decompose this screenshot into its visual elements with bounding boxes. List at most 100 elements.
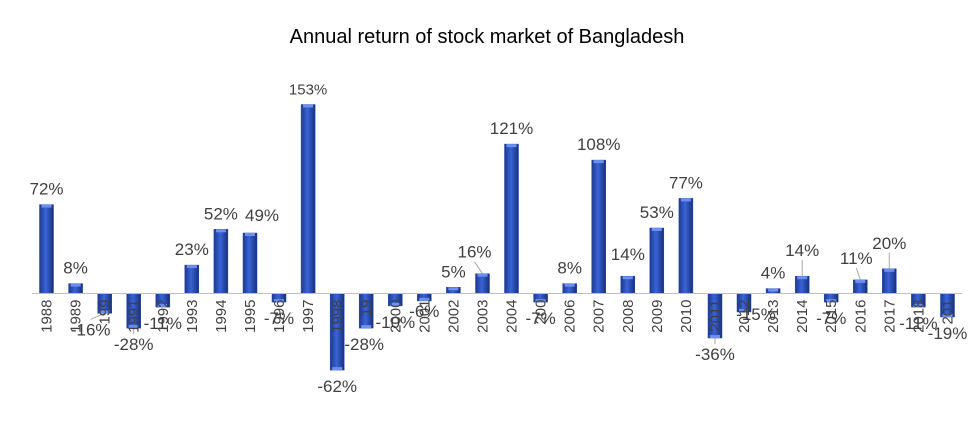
bar-cap-1992 bbox=[157, 304, 168, 308]
data-label: 72% bbox=[29, 180, 63, 199]
x-tick-label: 2014 bbox=[794, 300, 811, 333]
bar-cap-2018 bbox=[913, 304, 924, 308]
chart-title: Annual return of stock market of Banglad… bbox=[289, 26, 685, 48]
x-tick-label: 200 bbox=[533, 300, 550, 325]
data-label: 49% bbox=[245, 206, 279, 225]
x-tick-label: 1988 bbox=[39, 300, 56, 333]
bar-cap-2003 bbox=[477, 273, 488, 277]
bar-cap-1990 bbox=[99, 310, 110, 314]
bar-cap-1999 bbox=[361, 325, 372, 329]
data-label: 8% bbox=[557, 259, 582, 278]
bar-cap-1991 bbox=[128, 325, 139, 329]
x-tick-label: 1992 bbox=[155, 300, 172, 333]
x-tick-label: 2018 bbox=[910, 300, 927, 333]
data-label: 8% bbox=[63, 259, 88, 278]
x-tick-label: 1989 bbox=[68, 300, 85, 333]
bar-cap-2006 bbox=[564, 283, 575, 287]
data-label: -7% bbox=[264, 309, 294, 328]
bar-1993 bbox=[184, 264, 200, 294]
x-tick-label: 2013 bbox=[765, 300, 782, 333]
bar-cap-1995 bbox=[245, 233, 255, 236]
data-label: 52% bbox=[204, 204, 238, 223]
data-label: 11% bbox=[840, 249, 873, 268]
x-tick-label: 2008 bbox=[620, 300, 637, 333]
data-label: -7% bbox=[816, 309, 846, 328]
x-tick-label: 2017 bbox=[881, 300, 898, 333]
data-label: -11% bbox=[899, 314, 937, 333]
x-tick-label: 199 bbox=[97, 300, 114, 325]
leader-line bbox=[90, 312, 105, 320]
x-tick-label: 2015 bbox=[823, 300, 840, 333]
bar-1994 bbox=[213, 229, 229, 294]
x-tick-label: 1993 bbox=[184, 300, 201, 333]
x-tick-label: 1991 bbox=[126, 300, 143, 333]
data-label: -15% bbox=[736, 305, 776, 324]
x-tick-label: 2001 bbox=[416, 300, 433, 333]
x-tick-label: 201 bbox=[940, 300, 957, 325]
bar-1995 bbox=[242, 232, 258, 294]
data-label: -19% bbox=[928, 324, 968, 343]
x-tick-label: 19 bbox=[358, 300, 375, 317]
x-tick-label: 2012 bbox=[736, 300, 753, 333]
bar-1997 bbox=[300, 104, 316, 294]
bar-cap-2004 bbox=[506, 144, 517, 148]
bar-cap-1994 bbox=[215, 229, 226, 233]
bar-cap-1989 bbox=[70, 283, 81, 287]
x-tick-label: 1996 bbox=[271, 300, 288, 333]
data-label: 20% bbox=[872, 234, 906, 253]
leader-line bbox=[474, 261, 483, 274]
data-label: 108% bbox=[577, 135, 620, 154]
bar-2007 bbox=[591, 159, 606, 294]
data-label: -28% bbox=[344, 335, 384, 354]
bar-cap-2009 bbox=[651, 228, 662, 231]
x-tick-label: 1994 bbox=[213, 300, 230, 333]
bar-2004 bbox=[504, 143, 519, 294]
data-label: 53% bbox=[640, 203, 674, 222]
x-tick-label: 2003 bbox=[475, 300, 492, 333]
leader-line bbox=[855, 267, 861, 281]
bar-cap-1996 bbox=[274, 299, 284, 303]
x-tick-label: 2006 bbox=[562, 300, 579, 333]
bar-cap-2001 bbox=[419, 297, 430, 301]
data-label: -11% bbox=[144, 314, 182, 333]
bar-cap-2010 bbox=[680, 198, 691, 202]
data-label: -6% bbox=[409, 302, 439, 321]
data-label: 23% bbox=[175, 240, 209, 259]
data-label: 16% bbox=[457, 243, 491, 262]
bar-1988 bbox=[39, 204, 54, 294]
data-label: -28% bbox=[114, 335, 154, 354]
data-label: -62% bbox=[317, 377, 357, 396]
x-tick-label: 1995 bbox=[242, 300, 259, 333]
data-label: 14% bbox=[611, 245, 645, 264]
x-tick-label: 2007 bbox=[591, 300, 608, 333]
bar-cap-2007 bbox=[593, 160, 604, 164]
data-label: 5% bbox=[441, 262, 466, 281]
bar-cap-2011 bbox=[710, 335, 720, 338]
bar-2009 bbox=[649, 227, 665, 294]
bar-cap-2005 bbox=[535, 299, 546, 303]
bar-2017 bbox=[882, 268, 897, 294]
x-tick-label: 1998 bbox=[329, 300, 346, 333]
bar-cap-2013 bbox=[768, 288, 779, 292]
bar-cap-1988 bbox=[41, 204, 52, 208]
bar-cap-2000 bbox=[390, 302, 401, 306]
bar-cap-1997 bbox=[303, 104, 314, 108]
bar-2010 bbox=[678, 198, 694, 294]
x-tick-label: 2004 bbox=[504, 300, 521, 333]
x-tick-label: 2010 bbox=[678, 300, 695, 333]
data-label: 77% bbox=[669, 173, 703, 192]
bar-cap-1993 bbox=[186, 265, 197, 269]
bar-cap-2016 bbox=[855, 279, 866, 283]
x-tick-label: 2011 bbox=[707, 300, 724, 332]
bar-cap-2019 bbox=[942, 314, 953, 317]
data-label: -36% bbox=[695, 345, 735, 364]
data-label: 153% bbox=[289, 82, 327, 99]
data-label: 4% bbox=[761, 264, 786, 283]
bar-cap-1998 bbox=[332, 367, 343, 371]
x-tick-label: 2016 bbox=[852, 300, 869, 333]
data-label: 121% bbox=[490, 119, 533, 138]
x-tick-label: 2002 bbox=[445, 300, 462, 333]
x-tick-label: 2009 bbox=[649, 300, 666, 333]
data-label: -7% bbox=[525, 309, 555, 328]
